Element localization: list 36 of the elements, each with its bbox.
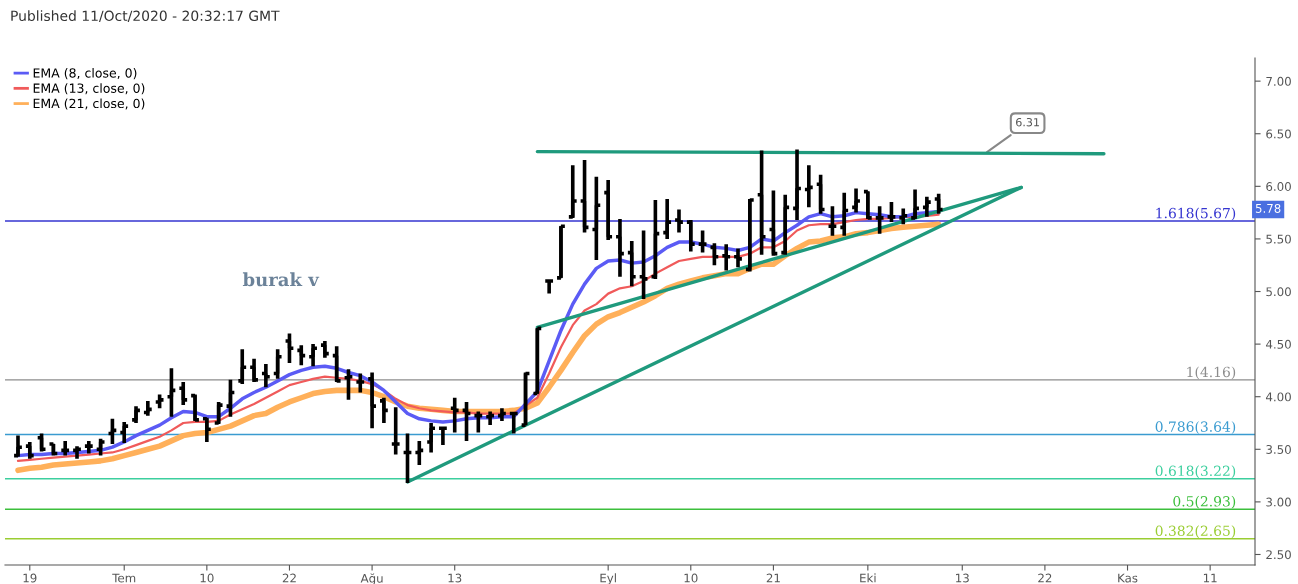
- y-tick-label: 4.50: [1265, 339, 1291, 349]
- x-tick-label: 10: [200, 573, 214, 583]
- y-tick-label: 6.00: [1266, 182, 1291, 191]
- x-tick-label: 13: [448, 573, 462, 583]
- y-tick-label: 5.50: [1266, 234, 1291, 244]
- annotation: 6.31: [1016, 117, 1039, 127]
- x-tick-label: 10: [684, 573, 698, 583]
- annotation: 5.78: [1255, 203, 1281, 213]
- x-tick-label: 13: [956, 573, 969, 583]
- y-tick-label: 7.00: [1266, 76, 1291, 86]
- ref-line-label: 1(4.16): [1187, 366, 1236, 380]
- y-tick-label: 5.00: [1266, 287, 1291, 297]
- ref-line-label: 0.382(2.65): [1155, 525, 1236, 538]
- ref-line-label: 0.786(3.64): [1155, 421, 1236, 434]
- ref-line-label: 0.618(3.22): [1155, 465, 1236, 479]
- ref-line-label: 1.618(5.67): [1156, 207, 1236, 221]
- legend-label: EMA (13, close, 0): [33, 83, 145, 95]
- x-tick-label: 11: [1203, 573, 1217, 583]
- x-tick-label: 22: [282, 573, 296, 583]
- x-tick-label: Tem: [112, 573, 136, 583]
- y-tick-label: 6.50: [1266, 129, 1291, 139]
- y-tick-label: 4.00: [1265, 392, 1291, 402]
- x-tick-label: Eyl: [600, 573, 616, 584]
- legend-label: EMA (21, close, 0): [33, 98, 145, 110]
- y-tick-label: 3.50: [1266, 445, 1291, 454]
- ref-line-label: 0.5(2.93): [1173, 495, 1236, 509]
- x-tick-label: Eki: [860, 573, 876, 583]
- x-tick-label: 22: [1038, 573, 1052, 583]
- y-tick-label: 3.00: [1266, 497, 1291, 507]
- x-tick-label: Kas: [1118, 573, 1138, 583]
- x-tick-label: 19: [23, 573, 37, 583]
- y-tick-label: 2.50: [1266, 550, 1291, 560]
- text: Published 11/Oct/2020 - 20:32:17 GMT: [11, 10, 280, 23]
- x-tick-label: 21: [766, 573, 780, 583]
- annotation: burak v: [242, 272, 320, 287]
- legend-label: EMA (8, close, 0): [33, 68, 137, 80]
